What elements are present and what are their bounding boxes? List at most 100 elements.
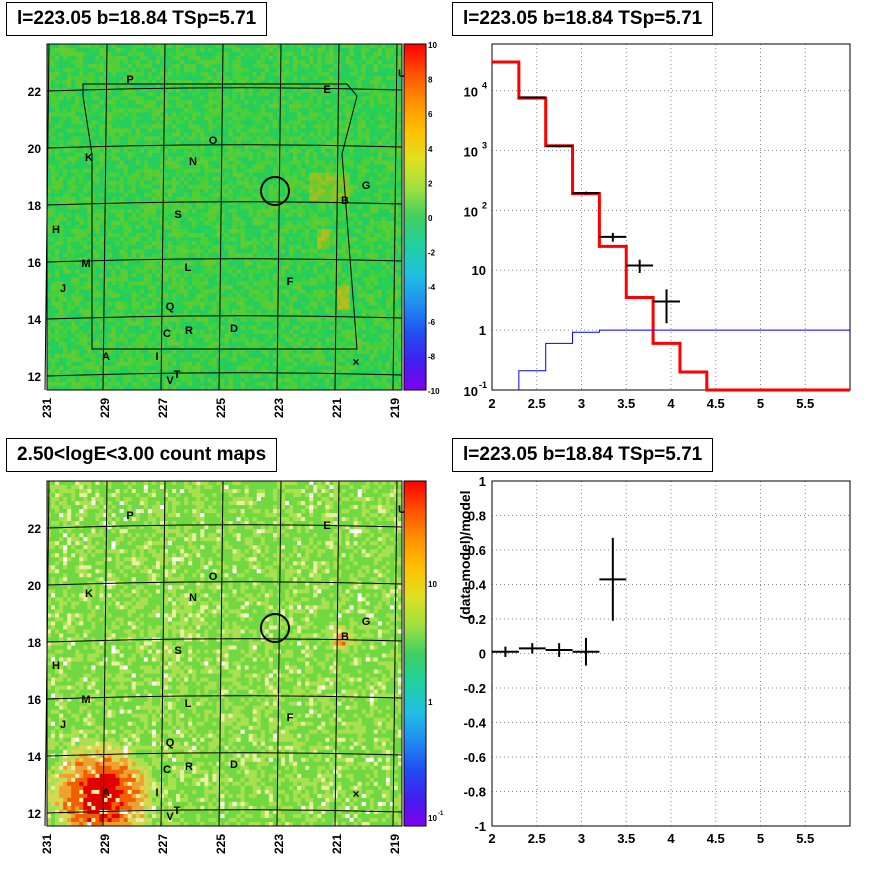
grid-meridian — [160, 480, 166, 827]
grid-parallel — [46, 695, 403, 700]
spectrum-xtick: 5.5 — [796, 396, 814, 411]
grid-meridian — [276, 43, 282, 391]
source-label-P: P — [126, 74, 133, 86]
spectrum-xtick: 3 — [578, 396, 585, 411]
map-xtick: 227 — [156, 834, 170, 854]
residual-colorbar-tick: 2 — [428, 179, 433, 188]
source-label-Q: Q — [166, 301, 175, 313]
map-ytick: 16 — [28, 256, 42, 270]
grid-parallel — [46, 201, 403, 206]
count-frame — [46, 480, 403, 827]
grid-parallel — [46, 638, 403, 643]
residual-colorbar-tick: -4 — [428, 283, 436, 292]
grid-meridian — [392, 43, 398, 391]
ratio-xtick: 2 — [488, 831, 495, 846]
grid-meridian — [102, 480, 108, 827]
source-marker: × — [352, 355, 359, 369]
ratio-grid — [491, 481, 850, 826]
source-label-C: C — [163, 764, 171, 776]
spectrum-xtick: 4.5 — [707, 396, 725, 411]
source-label-D: D — [230, 759, 238, 771]
source-label-H: H — [52, 660, 60, 672]
source-label-O: O — [209, 135, 218, 147]
source-label-I: I — [155, 787, 158, 799]
residual-colorbar-tick: -8 — [428, 352, 436, 361]
spectrum-ytick: 10 — [464, 144, 478, 159]
spectrum-xtick: 2.5 — [528, 396, 546, 411]
spectrum-ytick-exp: -1 — [479, 380, 487, 390]
source-label-R: R — [185, 761, 193, 773]
map-ytick: 14 — [28, 750, 42, 764]
spectrum-ytick-exp: 4 — [482, 81, 487, 91]
spectrum-xtick: 4 — [667, 396, 675, 411]
residual-colorbar-tick: 10 — [428, 41, 437, 50]
ratio-ytick: -0.6 — [464, 750, 486, 765]
ratio-frame — [491, 480, 851, 827]
map-xtick: 219 — [388, 834, 402, 854]
residual-colorbar-tick: -10 — [428, 387, 440, 396]
source-label-K: K — [85, 152, 93, 164]
source-circle — [260, 176, 290, 206]
grid-parallel — [46, 524, 403, 529]
spectrum-title: l=223.05 b=18.84 TSp=5.71 — [452, 2, 714, 36]
count-map-title: 2.50<logE<3.00 count maps — [6, 438, 278, 472]
spectrum-xtick: 5 — [757, 396, 764, 411]
grid-parallel — [46, 144, 403, 149]
source-label-L: L — [185, 262, 192, 274]
ratio-xtick: 5.5 — [796, 831, 814, 846]
source-label-T: T — [174, 805, 181, 817]
ratio-ytick: -1 — [474, 819, 486, 834]
ratio-ytick: -0.4 — [464, 716, 487, 731]
source-label-F: F — [287, 712, 294, 724]
spectrum-ytick: 10 — [472, 263, 486, 278]
grid-meridian — [218, 480, 224, 827]
source-label-N: N — [189, 592, 197, 604]
ratio-ytick: 0.6 — [468, 543, 486, 558]
grid-parallel — [46, 87, 403, 92]
grid-parallel — [46, 809, 403, 814]
grid-parallel — [46, 258, 403, 263]
grid-meridian — [160, 43, 166, 391]
map-ytick: 12 — [28, 370, 42, 384]
map-xtick: 219 — [388, 398, 402, 418]
spectrum-ytick: 10 — [464, 204, 478, 219]
grid-meridian — [102, 43, 108, 391]
source-label-G: G — [362, 180, 371, 192]
source-label-M: M — [81, 694, 90, 706]
source-label-J: J — [60, 719, 66, 731]
source-label-E: E — [323, 84, 330, 96]
source-label-A: A — [102, 787, 110, 799]
ratio-xtick: 4.5 — [707, 831, 725, 846]
source-label-I: I — [155, 351, 158, 363]
source-label-R: R — [185, 325, 193, 337]
map-ytick: 14 — [28, 313, 42, 327]
map-xtick: 223 — [272, 398, 286, 418]
count-colorbar-tick: 10 — [428, 580, 437, 589]
map-ytick: 22 — [28, 85, 42, 99]
map-xtick: 229 — [98, 398, 112, 418]
map-ytick: 12 — [28, 807, 42, 821]
map-xtick: 229 — [98, 834, 112, 854]
residual-pixels — [47, 44, 403, 391]
source-label-V: V — [166, 811, 174, 823]
ratio-ytick: -0.8 — [464, 785, 486, 800]
spectrum-grid — [491, 44, 850, 390]
map-ytick: 20 — [28, 579, 42, 593]
source-label-E: E — [323, 520, 330, 532]
source-label-P: P — [126, 510, 133, 522]
residual-colorbar-tick: -6 — [428, 318, 436, 327]
ratio-title: l=223.05 b=18.84 TSp=5.71 — [452, 438, 714, 472]
map-ytick: 18 — [28, 199, 42, 213]
source-label-N: N — [189, 156, 197, 168]
ratio-xtick: 3.5 — [617, 831, 635, 846]
ratio-ytick: 0.4 — [468, 578, 487, 593]
source-label-J: J — [60, 283, 66, 295]
map-ytick: 20 — [28, 142, 42, 156]
grid-parallel — [46, 752, 403, 757]
map-ytick: 22 — [28, 522, 42, 536]
source-label-D: D — [230, 323, 238, 335]
spectrum-ytick: 10 — [464, 85, 478, 100]
source-label-O: O — [209, 571, 218, 583]
spectrum-ytick: 10 — [464, 384, 478, 399]
grid-meridian — [276, 480, 282, 827]
